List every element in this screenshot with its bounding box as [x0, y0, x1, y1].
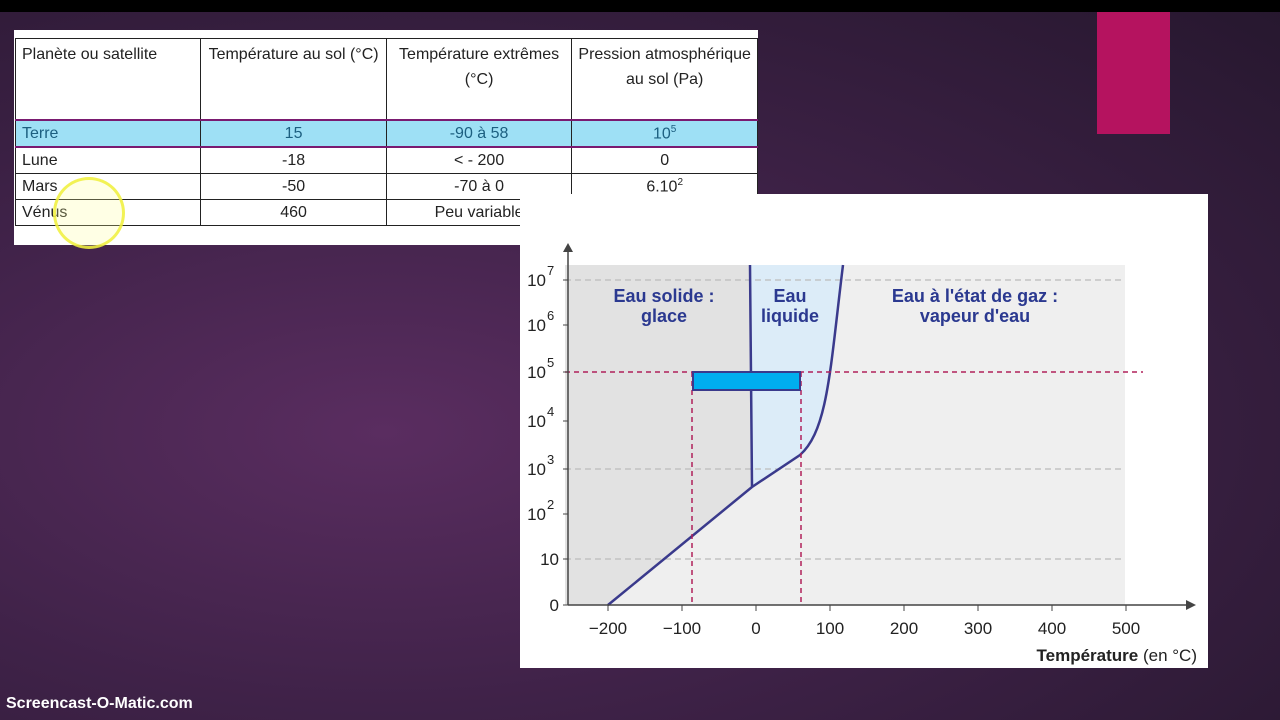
- table-row: Terre 15 -90 à 58 105: [14, 119, 758, 148]
- table-cell: 460: [200, 199, 387, 226]
- x-arrow: [1186, 600, 1196, 610]
- table-cell: Lune: [14, 146, 202, 174]
- x-title-bold: Température: [1037, 646, 1139, 665]
- header-cell: Température extrêmes (°C): [385, 38, 573, 121]
- x-tick-label: 300: [964, 619, 992, 638]
- y-tick-label: 10: [527, 505, 546, 524]
- region-label: Eau à l'état de gaz :: [892, 286, 1058, 306]
- table-cell: < - 200: [385, 146, 573, 174]
- region-label: vapeur d'eau: [920, 306, 1030, 326]
- region-label: liquide: [761, 306, 819, 326]
- cursor-highlight: [53, 177, 125, 249]
- y-tick-label: 10: [540, 550, 559, 569]
- region-label: Eau: [773, 286, 806, 306]
- x-axis-title: Température (en °C): [1037, 646, 1197, 665]
- y-tick-label: 10: [527, 412, 546, 431]
- table-cell: Terre: [14, 119, 202, 148]
- region-label: Eau solide :: [613, 286, 714, 306]
- y-tick-label: 10: [527, 460, 546, 479]
- y-tick-exponent: 7: [547, 263, 554, 278]
- y-tick-exponent: 6: [547, 308, 554, 323]
- x-tick-label: 0: [751, 619, 760, 638]
- x-tick-label: 200: [890, 619, 918, 638]
- x-tick-label: −200: [589, 619, 627, 638]
- cell-base: 10: [652, 125, 671, 143]
- x-tick-label: 400: [1038, 619, 1066, 638]
- watermark: Screencast-O-Matic.com: [6, 695, 193, 712]
- x-tick-label: 100: [816, 619, 844, 638]
- x-tick-label: 500: [1112, 619, 1140, 638]
- header-cell: Planète ou satellite: [14, 38, 202, 121]
- table-cell: -18: [200, 146, 387, 174]
- table-row: Lune -18 < - 200 0: [14, 146, 758, 174]
- cell-exponent: 2: [677, 176, 684, 188]
- table-cell: 105: [571, 119, 758, 148]
- y-arrow: [563, 243, 573, 252]
- accent-block: [1097, 12, 1170, 134]
- cell-base: 6.10: [646, 178, 678, 196]
- y-tick-exponent: 5: [547, 355, 554, 370]
- header-row: Planète ou satellite Température au sol (…: [14, 38, 758, 121]
- y-tick-label: 0: [550, 596, 559, 615]
- y-tick-exponent: 4: [547, 404, 554, 419]
- y-tick-label: 10: [527, 363, 546, 382]
- top-bar: [0, 0, 1280, 12]
- earth-range: [692, 371, 801, 391]
- solid-region: [565, 265, 752, 605]
- table-cell: -90 à 58: [385, 119, 573, 148]
- y-tick-label: 10: [527, 271, 546, 290]
- table-cell: -50: [200, 173, 387, 200]
- y-tick-label: 10: [527, 316, 546, 335]
- diagram-panel: 0 10 10 2 10 3 10 4 10 5 10 6 10 7 −200 −100 0 100 200 300 4…: [520, 194, 1208, 668]
- y-tick-exponent: 2: [547, 497, 554, 512]
- cell-exponent: 5: [670, 123, 677, 135]
- header-cell: Pression atmosphérique au sol (Pa): [571, 38, 758, 121]
- x-tick-label: −100: [663, 619, 701, 638]
- y-tick-exponent: 3: [547, 452, 554, 467]
- x-title-unit: (en °C): [1143, 646, 1197, 665]
- region-label: glace: [641, 306, 687, 326]
- table-cell: 0: [571, 146, 758, 174]
- table-cell: 15: [200, 119, 387, 148]
- header-cell: Température au sol (°C): [200, 38, 387, 121]
